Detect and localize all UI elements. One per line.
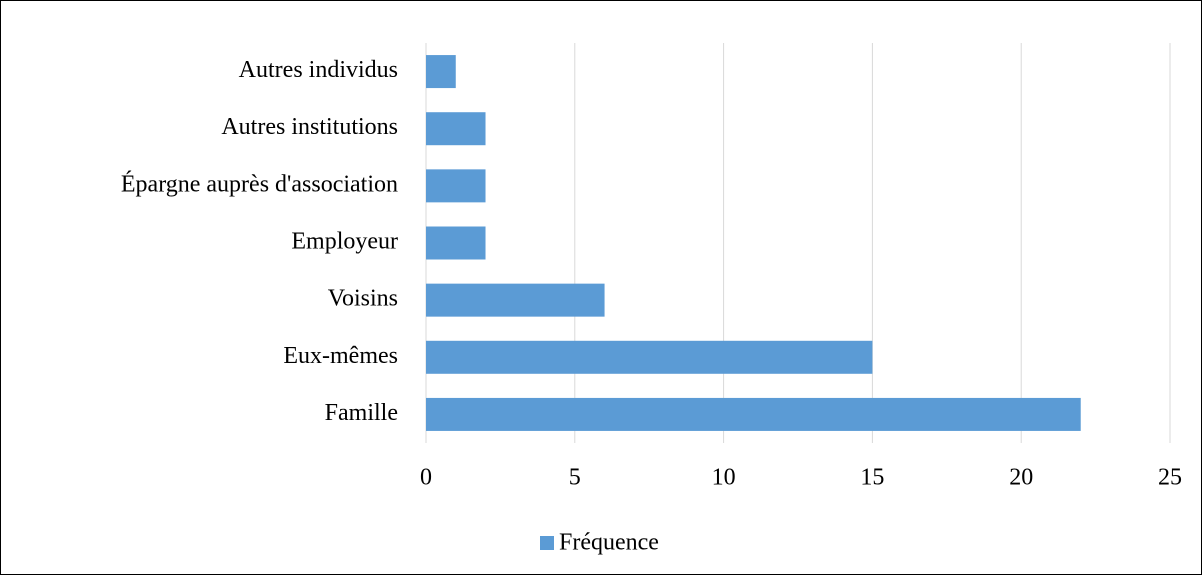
bar [426,226,486,260]
x-tick-label: 15 [860,465,884,491]
x-tick-label: 20 [1009,465,1033,491]
x-tick-label: 0 [420,465,432,491]
y-tick-label: Autres individus [239,57,398,83]
bar [426,340,873,374]
bar [426,169,486,203]
x-tick-label: 5 [569,465,581,491]
legend-swatch [540,536,554,550]
y-tick-label: Eux-mêmes [283,343,398,369]
y-tick-label: Employeur [291,229,398,255]
bar [426,55,456,89]
y-tick-label: Autres institutions [221,114,398,140]
y-tick-label: Voisins [328,286,398,312]
x-tick-label: 25 [1158,465,1182,491]
legend-label: Fréquence [559,530,659,556]
y-tick-label: Épargne auprès d'association [121,171,398,197]
bar [426,112,486,146]
bar [426,397,1081,431]
x-tick-label: 10 [712,465,736,491]
y-tick-label: Famille [325,400,398,426]
bar [426,283,605,317]
